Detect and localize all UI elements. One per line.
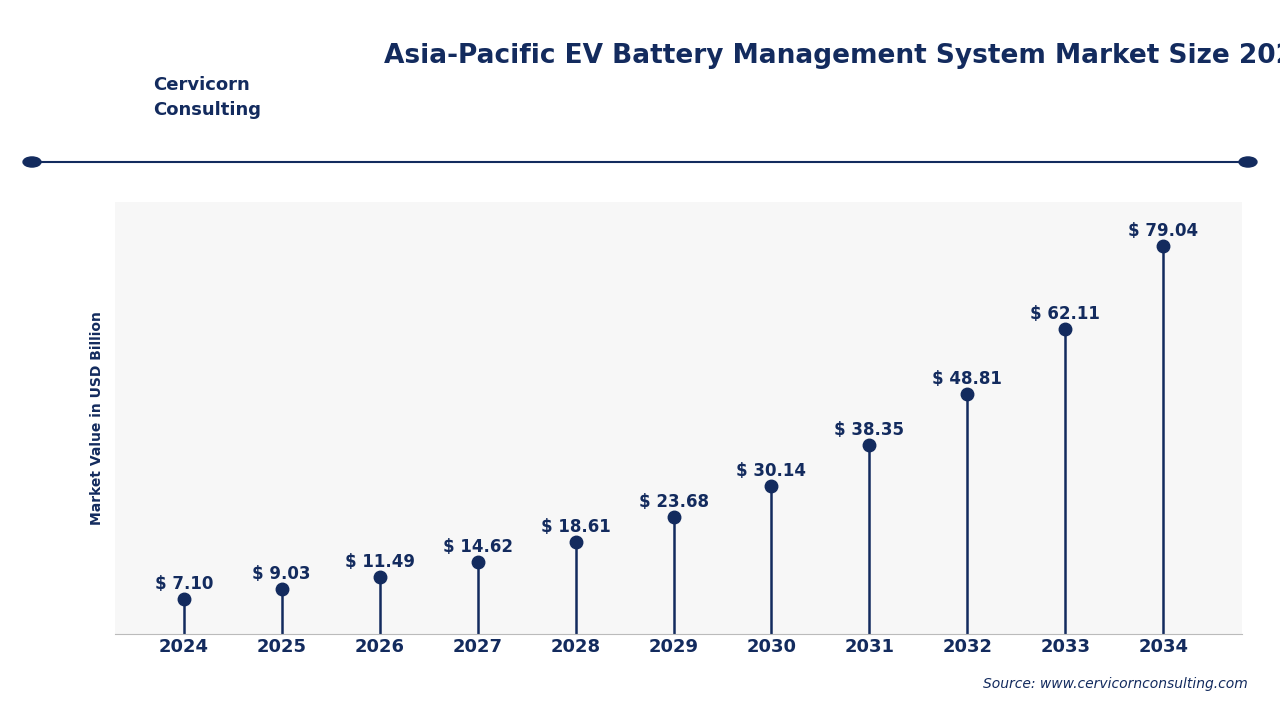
Text: $ 62.11: $ 62.11 bbox=[1030, 305, 1101, 323]
Text: $ 30.14: $ 30.14 bbox=[736, 462, 806, 480]
Text: $ 23.68: $ 23.68 bbox=[639, 493, 709, 511]
Text: $ 9.03: $ 9.03 bbox=[252, 565, 311, 583]
Text: Source: www.cervicornconsulting.com: Source: www.cervicornconsulting.com bbox=[983, 678, 1248, 691]
Text: $ 38.35: $ 38.35 bbox=[835, 421, 905, 439]
Text: $ 7.10: $ 7.10 bbox=[155, 575, 212, 593]
Text: Asia-Pacific EV Battery Management System Market Size 2024 to 2034: Asia-Pacific EV Battery Management Syste… bbox=[384, 43, 1280, 69]
Text: $ 18.61: $ 18.61 bbox=[540, 518, 611, 536]
Text: $ 11.49: $ 11.49 bbox=[344, 553, 415, 571]
Text: Cervicorn
Consulting: Cervicorn Consulting bbox=[154, 76, 261, 119]
Text: $ 48.81: $ 48.81 bbox=[932, 370, 1002, 388]
FancyBboxPatch shape bbox=[100, 57, 119, 77]
Text: $ 79.04: $ 79.04 bbox=[1128, 222, 1198, 240]
Text: $ 14.62: $ 14.62 bbox=[443, 538, 512, 556]
Y-axis label: Market Value in USD Billion: Market Value in USD Billion bbox=[90, 310, 104, 525]
Text: C: C bbox=[61, 67, 93, 109]
